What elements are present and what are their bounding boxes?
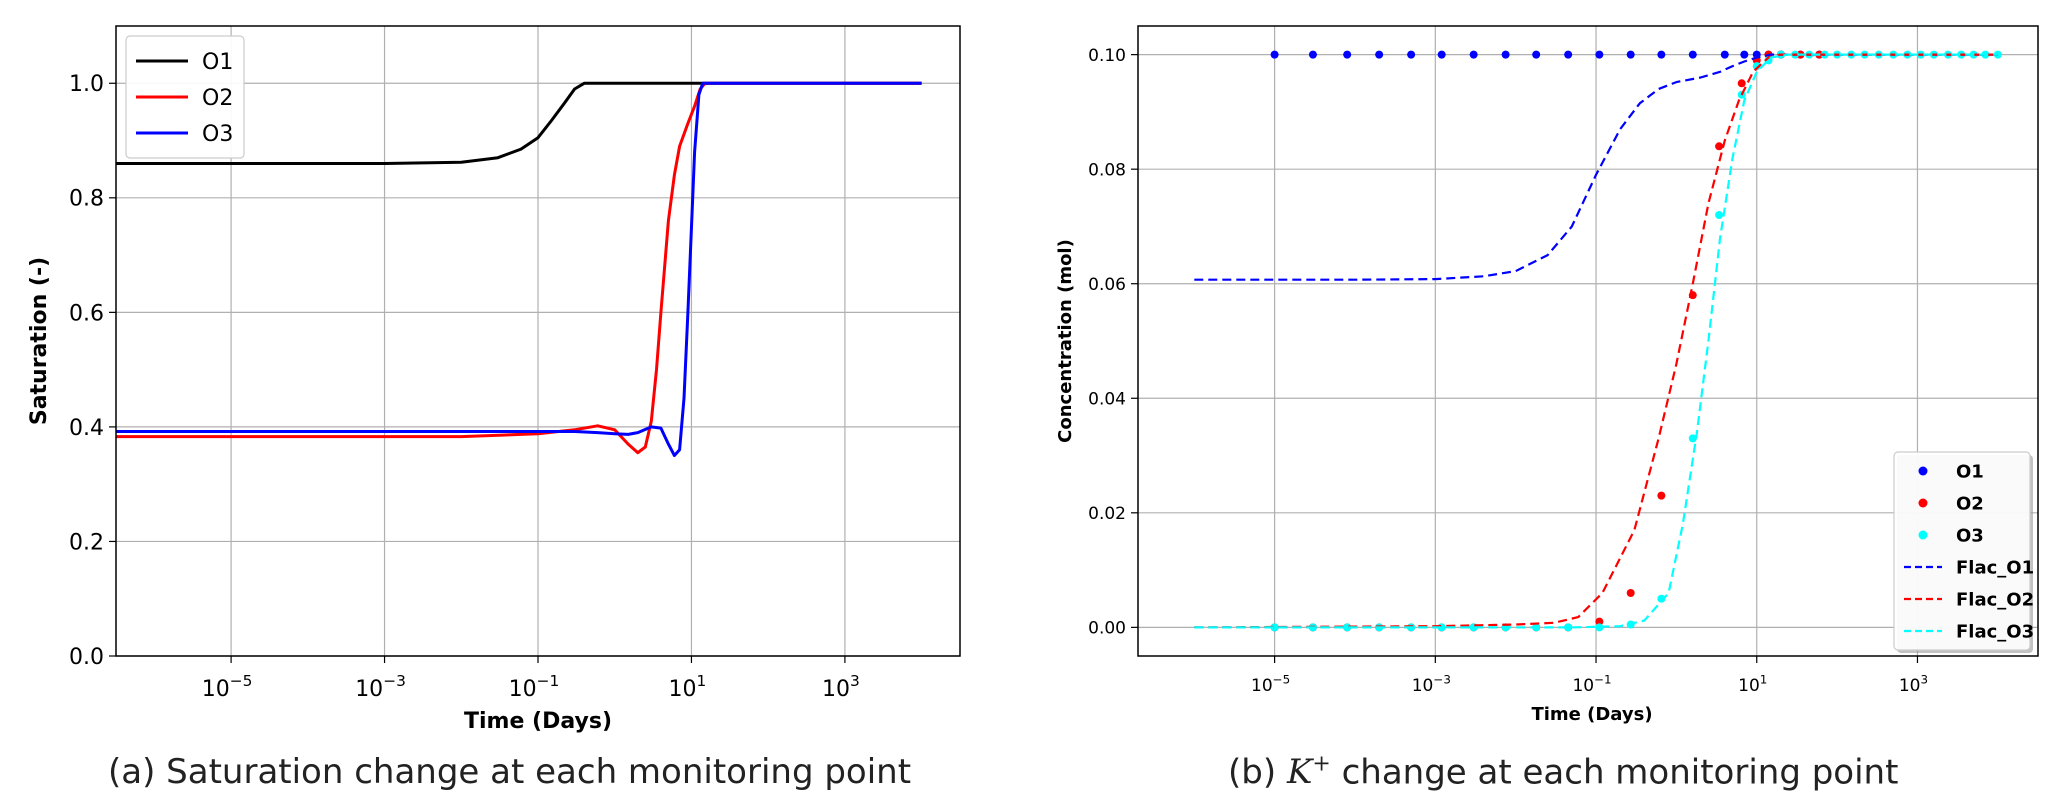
saturation-y-tick-label: 1.0 xyxy=(69,72,104,97)
concentration-legend-o1-label: O1 xyxy=(1956,461,1984,482)
caption-b: (b) K+ change at each monitoring point xyxy=(1228,752,1898,792)
saturation-x-tick-label: 101 xyxy=(669,672,707,702)
concentration-legend-flac-o2-label: Flac_O2 xyxy=(1956,589,2034,610)
caption-b-symbol-sup: + xyxy=(1312,752,1331,777)
saturation-x-tick-label: 10−1 xyxy=(509,672,560,702)
concentration-y-tick-label: 0.06 xyxy=(1088,275,1126,295)
concentration-y-tick-label: 0.08 xyxy=(1088,160,1126,180)
concentration-y-tick-label: 0.10 xyxy=(1088,46,1126,66)
concentration-series-o1-point xyxy=(1308,50,1317,59)
saturation-legend-o3-label: O3 xyxy=(202,122,233,147)
concentration-legend-o3-marker xyxy=(1918,530,1928,540)
concentration-x-tick-label: 101 xyxy=(1738,672,1767,696)
saturation-x-tick-label: 10−3 xyxy=(355,672,406,702)
caption-b-prefix: (b) xyxy=(1228,752,1277,793)
concentration-series-o2-point xyxy=(1595,617,1604,626)
concentration-series-o3-point xyxy=(1993,50,2002,59)
saturation-legend: O1 O2 O3 xyxy=(125,35,245,159)
concentration-series-o1-point xyxy=(1437,50,1446,59)
caption-a: (a) Saturation change at each monitoring… xyxy=(108,752,912,792)
concentration-series-o1-point xyxy=(1343,50,1352,59)
concentration-legend-o2-marker xyxy=(1918,498,1928,508)
concentration-x-tick-label: 10−5 xyxy=(1251,672,1290,696)
concentration-series-o1-point xyxy=(1469,50,1478,59)
concentration-legend-o3-label: O3 xyxy=(1956,525,1984,546)
concentration-x-tick-label: 10−1 xyxy=(1572,672,1611,696)
saturation-y-axis-label: Saturation (-) xyxy=(27,257,52,425)
concentration-y-tick-label: 0.04 xyxy=(1088,389,1126,409)
concentration-y-tick-label: 0.00 xyxy=(1088,618,1126,638)
concentration-legend-box xyxy=(1893,451,2031,651)
saturation-y-tick-label: 0.2 xyxy=(69,530,104,555)
concentration-x-tick-label: 10−3 xyxy=(1412,672,1451,696)
concentration-series-o1-point xyxy=(1407,50,1416,59)
concentration-legend: O1 O2 O3 Flac_O1 Flac_O2 Flac_O3 xyxy=(1893,451,2034,653)
concentration-legend-flac-o3-label: Flac_O3 xyxy=(1956,621,2034,642)
concentration-series-o2-point xyxy=(1657,491,1666,500)
concentration-legend-o2-label: O2 xyxy=(1956,493,1984,514)
concentration-legend-o1-marker xyxy=(1918,466,1928,476)
concentration-series-o1-point xyxy=(1501,50,1510,59)
caption-b-symbol-letter: K xyxy=(1286,752,1313,793)
caption-b-symbol: K+ xyxy=(1287,752,1331,792)
concentration-x-axis-label: Time (Days) xyxy=(1531,704,1652,725)
concentration-series-o3-point xyxy=(1343,623,1352,632)
concentration-ticks: 10−5 10−3 10−1 101 103 0.00 0.02 0.04 0.06 0.08 0.… xyxy=(1088,46,1928,696)
concentration-x-tick-label: 103 xyxy=(1899,672,1928,696)
concentration-panel: 10−5 10−3 10−1 101 103 0.00 0.02 0.04 0.06 0.08 0.… xyxy=(1055,25,2039,725)
concentration-series-o1-point xyxy=(1740,50,1749,59)
saturation-panel: 10−5 10−3 10−1 101 103 0.0 0.2 0.4 0.6 0.8 1.0 Tim… xyxy=(27,25,961,734)
saturation-legend-o2-label: O2 xyxy=(202,86,233,111)
concentration-series-o1-point xyxy=(1626,50,1635,59)
concentration-y-tick-label: 0.02 xyxy=(1088,504,1126,524)
concentration-legend-flac-o1-label: Flac_O1 xyxy=(1956,557,2034,578)
concentration-series-o1-point xyxy=(1270,50,1279,59)
concentration-series-o1-point xyxy=(1720,50,1729,59)
saturation-y-tick-label: 0.6 xyxy=(69,301,104,326)
concentration-series-o3-point xyxy=(1715,211,1724,219)
saturation-ticks: 10−5 10−3 10−1 101 103 0.0 0.2 0.4 0.6 0.8 1.0 xyxy=(69,72,860,702)
saturation-series-layer xyxy=(116,81,922,457)
concentration-series-flac-o1-line xyxy=(1194,53,1998,281)
concentration-series-o2-point xyxy=(1626,589,1635,597)
concentration-series-o1-point xyxy=(1657,50,1666,59)
saturation-series-o3-line xyxy=(116,81,922,457)
concentration-series-o1-point xyxy=(1564,50,1573,59)
concentration-series-o1-point xyxy=(1375,50,1384,59)
concentration-series-flac-o3-line xyxy=(1194,53,1998,629)
concentration-series-o1-point xyxy=(1595,50,1604,59)
concentration-series-o3-point xyxy=(1564,623,1573,632)
concentration-series-o2-point xyxy=(1737,79,1746,88)
concentration-series-o3-point xyxy=(1688,434,1697,443)
saturation-y-tick-label: 0.4 xyxy=(69,416,104,441)
concentration-series-o1-point xyxy=(1532,50,1541,59)
caption-b-suffix: change at each monitoring point xyxy=(1341,752,1899,793)
concentration-series-o1-point xyxy=(1688,50,1697,59)
saturation-x-tick-label: 103 xyxy=(822,672,860,702)
saturation-y-tick-label: 0.0 xyxy=(69,645,104,670)
concentration-series-o3-point xyxy=(1752,62,1761,71)
saturation-x-axis-label: Time (Days) xyxy=(464,709,612,734)
saturation-legend-o1-label: O1 xyxy=(202,50,233,75)
concentration-series-o3-point xyxy=(1657,594,1666,603)
concentration-series-o2-point xyxy=(1715,142,1724,151)
saturation-x-tick-label: 10−5 xyxy=(202,672,253,702)
concentration-series-layer xyxy=(1194,50,2002,632)
concentration-plot-frame xyxy=(1137,25,2039,657)
saturation-y-tick-label: 0.8 xyxy=(69,187,104,212)
concentration-series-o3-point xyxy=(1595,623,1604,632)
concentration-series-o3-point xyxy=(1270,623,1279,632)
concentration-y-axis-label: Concentration (mol) xyxy=(1055,239,1076,443)
